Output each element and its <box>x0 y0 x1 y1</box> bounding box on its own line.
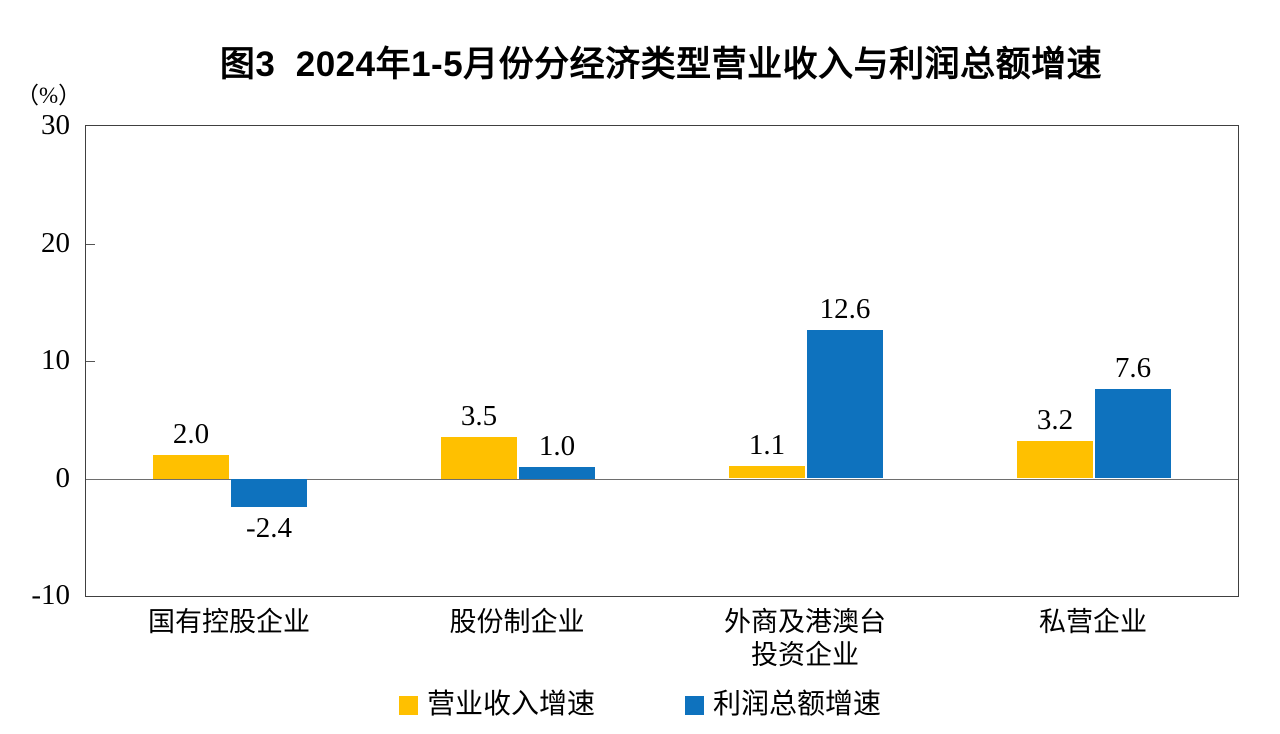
legend: 营业收入增速 利润总额增速 <box>0 688 1280 722</box>
bar <box>729 465 805 479</box>
bar-value-label: 3.2 <box>1036 403 1074 436</box>
y-axis-tick-mark <box>86 244 95 245</box>
bar-value-label: 2.0 <box>172 418 210 450</box>
bar-value-label: -2.4 <box>246 511 292 544</box>
bar-value-label: 12.6 <box>819 293 871 326</box>
bar-value-label: 1.1 <box>748 428 786 461</box>
legend-item: 营业收入增速 <box>398 688 595 722</box>
y-axis-tick-label: 10 <box>41 344 70 376</box>
bar <box>1095 389 1171 479</box>
bar-value-label: 1.0 <box>538 429 576 462</box>
y-axis-tick-label: -10 <box>31 579 70 611</box>
bar <box>1017 440 1093 479</box>
bar <box>807 330 883 479</box>
bar <box>519 466 595 479</box>
legend-label: 利润总额增速 <box>713 689 882 720</box>
y-axis-tick-label: 20 <box>41 226 70 259</box>
x-category-label: 私营企业 <box>1039 607 1147 637</box>
chart-title: 图3 2024年1-5月份分经济类型营业收入与利润总额增速 <box>219 45 1103 84</box>
x-category-label: 国有控股企业 <box>148 607 310 637</box>
bar <box>231 478 307 507</box>
plot-area: 2.0 3.5 1.1 3.2 -2.4 1.0 12.6 7.6 <box>85 125 1239 597</box>
legend-swatch <box>398 695 418 715</box>
bar <box>441 437 517 479</box>
x-category-label: 外商及港澳台 投资企业 <box>724 607 886 670</box>
bar-value-label: 7.6 <box>1114 352 1152 385</box>
y-axis-tick-label: 0 <box>55 461 71 494</box>
y-axis-tick-label: 30 <box>41 109 70 141</box>
x-category-label: 股份制企业 <box>449 607 585 637</box>
bar-value-label: 3.5 <box>460 400 498 433</box>
legend-item: 利润总额增速 <box>685 688 881 722</box>
legend-swatch <box>685 695 704 715</box>
bar <box>153 455 229 479</box>
y-axis-unit-label: （%） <box>16 83 82 108</box>
legend-label: 营业收入增速 <box>426 689 595 720</box>
zero-line <box>86 478 1238 480</box>
y-axis-tick-mark <box>86 361 95 362</box>
